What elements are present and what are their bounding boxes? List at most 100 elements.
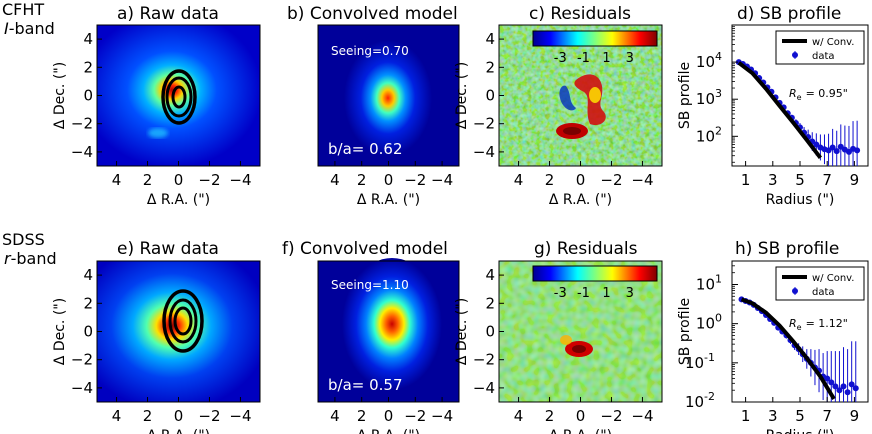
- companion-blob: [148, 128, 168, 138]
- model-galaxy: [344, 40, 432, 156]
- colorbar-tick-label: 1: [602, 286, 610, 301]
- re-symbol: R: [789, 87, 797, 100]
- y-axis-label: SB profile: [677, 62, 693, 129]
- data-point: [832, 383, 839, 390]
- panel-residuals-sdss: [498, 260, 663, 403]
- isophote-contour: [168, 298, 198, 344]
- residual-feature: [572, 345, 586, 353]
- data-point: [840, 383, 847, 390]
- tick-exponent: -1: [704, 351, 715, 364]
- y-tick-label: 0: [485, 323, 495, 341]
- y-tick-label: 2: [485, 58, 495, 76]
- x-axis-label: Δ R.A. ("): [357, 428, 420, 434]
- x-tick-label: 2: [545, 171, 555, 189]
- x-axis-label: Δ R.A. ("): [357, 192, 420, 208]
- band-suffix: -band: [9, 19, 55, 38]
- colorbar-tick-label: 3: [626, 286, 634, 301]
- y-tick-label: 102: [696, 124, 722, 145]
- y-tick-label: 4: [485, 266, 495, 284]
- x-tick-label: 5: [795, 171, 805, 189]
- band-suffix: -band: [11, 249, 57, 268]
- x-tick-label: −2: [198, 171, 220, 189]
- panel-residuals-cfht: [498, 24, 663, 167]
- x-tick-label: −2: [404, 407, 426, 425]
- tick-exponent: 3: [715, 87, 722, 100]
- seeing-label: Seeing=0.70: [331, 44, 409, 58]
- colorbar-tick-label: 1: [602, 51, 610, 66]
- y-tick-label: 10-1: [685, 351, 715, 372]
- x-tick-label: −2: [600, 171, 622, 189]
- y-tick-label: 0: [83, 87, 93, 105]
- panel-title-b: b) Convolved model: [287, 4, 458, 24]
- y-tick-label: −2: [473, 115, 495, 133]
- isophote-contour: [162, 289, 204, 353]
- re-subscript: e: [797, 323, 802, 332]
- tick-base: 10: [696, 315, 715, 333]
- tick-exponent: 4: [715, 50, 722, 63]
- panel-convolved-model-sdss: Seeing=1.10 b/a= 0.57: [317, 258, 460, 403]
- x-axis-label: Radius ("): [766, 428, 835, 434]
- legend-point-swatch: [792, 288, 798, 294]
- panel-title-f: f) Convolved model: [282, 239, 448, 259]
- data-point: [852, 385, 859, 392]
- tick-base: 10: [696, 127, 715, 145]
- re-value: = 1.12": [806, 317, 848, 330]
- x-tick-label: 0: [576, 171, 586, 189]
- sb-legend: w/ Conv. data: [775, 266, 865, 301]
- x-tick-label: 7: [822, 171, 832, 189]
- y-axis-label: Δ Dec. ("): [52, 298, 68, 365]
- y-tick-label: 2: [83, 58, 93, 76]
- isophote-contour: [171, 85, 187, 109]
- x-axis-label: Δ R.A. ("): [549, 428, 612, 434]
- x-tick-label: −4: [631, 407, 653, 425]
- y-axis-label: Δ Dec. ("): [52, 62, 68, 129]
- effective-radius-label: Re = 1.12": [789, 317, 848, 332]
- isophote-contour: [173, 306, 193, 336]
- x-axis-label: Δ R.A. ("): [549, 192, 612, 208]
- y-tick-label: 0: [485, 87, 495, 105]
- y-tick-label: 0: [83, 323, 93, 341]
- colorbar-tick-label: 3: [626, 51, 634, 66]
- effective-radius-label: Re = 0.95": [789, 87, 848, 102]
- y-tick-label: −2: [71, 115, 93, 133]
- tick-base: 10: [696, 276, 715, 294]
- x-axis-label: Δ R.A. ("): [147, 428, 210, 434]
- seeing-label: Seeing=1.10: [331, 278, 409, 292]
- model-line: [737, 61, 822, 160]
- y-tick-label: 103: [696, 87, 722, 108]
- tick-base: 10: [696, 53, 715, 71]
- band-symbol: I: [4, 19, 9, 38]
- x-tick-label: 4: [514, 407, 524, 425]
- model-galaxy: [342, 258, 442, 390]
- isophote-contour: [161, 69, 197, 125]
- legend-box: [775, 30, 865, 65]
- panel-title-g: g) Residuals: [534, 239, 638, 259]
- legend-point-swatch: [792, 52, 798, 58]
- data-point: [844, 389, 851, 396]
- y-tick-label: 10-2: [685, 390, 715, 411]
- residual-feature: [589, 87, 601, 103]
- x-tick-label: 4: [112, 171, 122, 189]
- generated-ticks: 4 2 0 −2 −4 Δ R.A. (") 4 2 0 −2 −4 Δ Dec. (") 4 2 0 −2 −…: [52, 26, 859, 434]
- x-tick-label: 0: [174, 407, 184, 425]
- y-tick-label: −2: [71, 351, 93, 369]
- y-tick-label: 101: [696, 273, 722, 294]
- y-axis-label: Δ Dec. ("): [454, 62, 470, 129]
- legend-line-label: w/ Conv.: [812, 273, 855, 284]
- tick-exponent: 0: [715, 312, 722, 325]
- y-tick-label: 2: [83, 294, 93, 312]
- residual-noise: [499, 25, 662, 166]
- x-axis-label: Δ R.A. ("): [147, 192, 210, 208]
- legend-data-label: data: [812, 287, 835, 298]
- x-tick-label: −4: [431, 407, 453, 425]
- sb-legend: w/ Conv. data: [775, 30, 865, 65]
- re-value: = 0.95": [806, 87, 848, 100]
- y-axis-label: SB profile: [677, 298, 693, 365]
- x-tick-label: 2: [545, 407, 555, 425]
- re-symbol: R: [789, 317, 797, 330]
- panel-title-e: e) Raw data: [117, 239, 219, 259]
- colorbar-tick-label: -3: [554, 286, 567, 301]
- panel-raw-data-cfht: [96, 24, 261, 167]
- model-line: [740, 297, 836, 400]
